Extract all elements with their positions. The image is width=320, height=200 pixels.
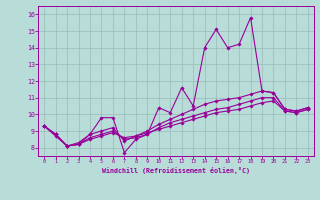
X-axis label: Windchill (Refroidissement éolien,°C): Windchill (Refroidissement éolien,°C) — [102, 167, 250, 174]
